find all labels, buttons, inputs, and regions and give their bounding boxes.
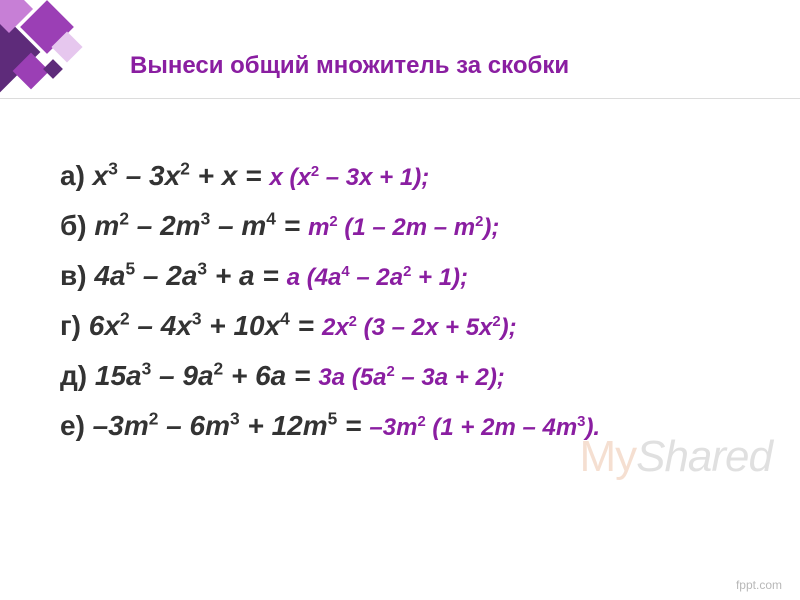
problem-line: б) m2 – 2m3 – m4 = m2 (1 – 2m – m2); [60,210,770,242]
divider [0,98,800,99]
title-row: Вынеси общий множитель за скобки [130,52,770,80]
problem-expression: г) 6x2 – 4x3 + 10x4 = [60,310,314,342]
problem-expression: е) –3m2 – 6m3 + 12m5 = [60,410,361,442]
problem-list: а) x3 – 3x2 + x = x (x2 – 3x + 1); б) m2 –… [60,160,770,460]
problem-line: д) 15a3 – 9a2 + 6a = 3a (5a2 – 3a + 2); [60,360,770,392]
watermark-prefix: My [579,432,636,481]
problem-answer: 2x2 (3 – 2x + 5x2); [322,314,517,342]
footer-credit: fppt.com [736,578,782,592]
page-title: Вынеси общий множитель за скобки [130,52,569,80]
problem-line: г) 6x2 – 4x3 + 10x4 = 2x2 (3 – 2x + 5x2); [60,310,770,342]
problem-line: а) x3 – 3x2 + x = x (x2 – 3x + 1); [60,160,770,192]
problem-expression: д) 15a3 – 9a2 + 6a = [60,360,310,392]
problem-answer: a (4a4 – 2a2 + 1); [287,264,468,292]
corner-decoration [0,0,120,120]
problem-answer: 3a (5a2 – 3a + 2); [318,364,504,392]
problem-line: в) 4a5 – 2a3 + a = a (4a4 – 2a2 + 1); [60,260,770,292]
watermark-suffix: Shared [636,432,772,481]
problem-answer: –3m2 (1 + 2m – 4m3). [369,414,600,442]
problem-answer: m2 (1 – 2m – m2); [308,214,499,242]
problem-expression: б) m2 – 2m3 – m4 = [60,210,300,242]
watermark: MyShared [579,432,772,482]
problem-expression: а) x3 – 3x2 + x = [60,160,261,192]
problem-expression: в) 4a5 – 2a3 + a = [60,260,279,292]
problem-answer: x (x2 – 3x + 1); [269,164,429,192]
